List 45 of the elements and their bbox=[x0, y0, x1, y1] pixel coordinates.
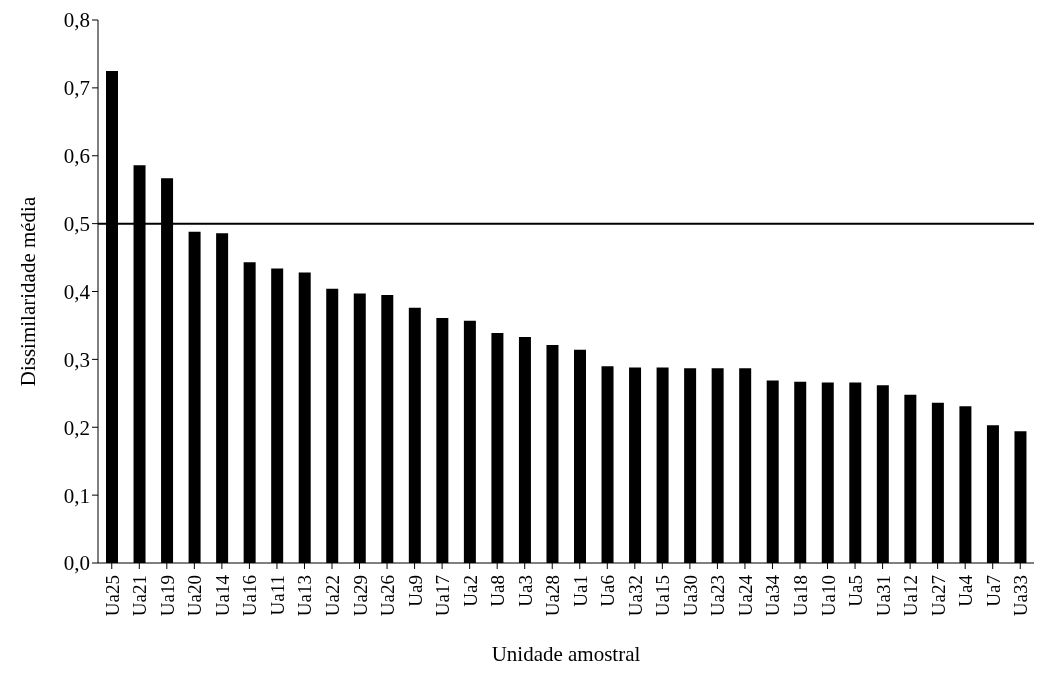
y-tick-label: 0,6 bbox=[63, 144, 90, 169]
x-tick-label: Ua18 bbox=[790, 575, 811, 617]
x-tick-label: Ua27 bbox=[927, 575, 949, 617]
y-tick-label: 0,7 bbox=[63, 76, 90, 101]
y-tick-label: 0,5 bbox=[63, 212, 90, 237]
x-tick-label: Ua25 bbox=[101, 575, 123, 617]
x-tick-label: Ua32 bbox=[624, 575, 646, 617]
x-tick-label: Ua34 bbox=[762, 574, 784, 617]
x-tick-label: Ua29 bbox=[349, 575, 371, 617]
x-tick-label: Ua33 bbox=[1010, 575, 1032, 617]
y-axis-title: Dissimilaridade média bbox=[16, 196, 41, 387]
x-tick-label: Ua14 bbox=[211, 574, 233, 617]
x-tick-label: Ua22 bbox=[322, 575, 343, 617]
x-axis-title: Unidade amostral bbox=[491, 642, 641, 666]
x-tick-label: Ua24 bbox=[734, 574, 756, 617]
x-tick-label: Ua20 bbox=[184, 575, 206, 617]
x-tick-label: Ua10 bbox=[817, 575, 839, 617]
y-tick-label: 0,0 bbox=[63, 551, 90, 576]
x-tick-label: Ua16 bbox=[239, 575, 261, 617]
x-tick-label: Ua23 bbox=[707, 575, 729, 617]
x-tick-label: Ua4 bbox=[955, 574, 977, 607]
y-tick-label: 0,3 bbox=[63, 347, 90, 372]
x-tick-label: Ua12 bbox=[900, 575, 922, 617]
x-tick-label: Ua11 bbox=[266, 575, 288, 616]
x-tick-label: Ua26 bbox=[377, 575, 399, 617]
x-tick-label: Ua6 bbox=[597, 575, 619, 607]
y-tick-label: 0,4 bbox=[63, 279, 91, 304]
x-tick-label: Ua1 bbox=[569, 575, 591, 607]
x-tick-label: Ua5 bbox=[845, 575, 867, 607]
x-tick-label: Ua28 bbox=[542, 575, 564, 617]
x-tick-label: Ua31 bbox=[872, 575, 894, 617]
x-tick-label: Ua15 bbox=[652, 575, 674, 617]
y-tick-label: 0,8 bbox=[63, 8, 90, 33]
y-tick-label: 0,1 bbox=[63, 483, 90, 508]
x-tick-label: Ua17 bbox=[432, 575, 454, 617]
x-tick-label: Ua30 bbox=[679, 575, 701, 617]
x-tick-label: Ua2 bbox=[459, 575, 481, 607]
x-tick-label: Ua8 bbox=[487, 575, 509, 607]
y-tick-label: 0,2 bbox=[63, 415, 90, 440]
x-tick-label: Ua7 bbox=[982, 575, 1004, 607]
x-tick-label: Ua19 bbox=[156, 575, 178, 617]
x-tick-label: Ua21 bbox=[129, 575, 151, 617]
x-tick-label: Ua9 bbox=[404, 575, 426, 607]
x-tick-label: Ua13 bbox=[294, 575, 316, 617]
x-tick-label: Ua3 bbox=[514, 575, 536, 607]
